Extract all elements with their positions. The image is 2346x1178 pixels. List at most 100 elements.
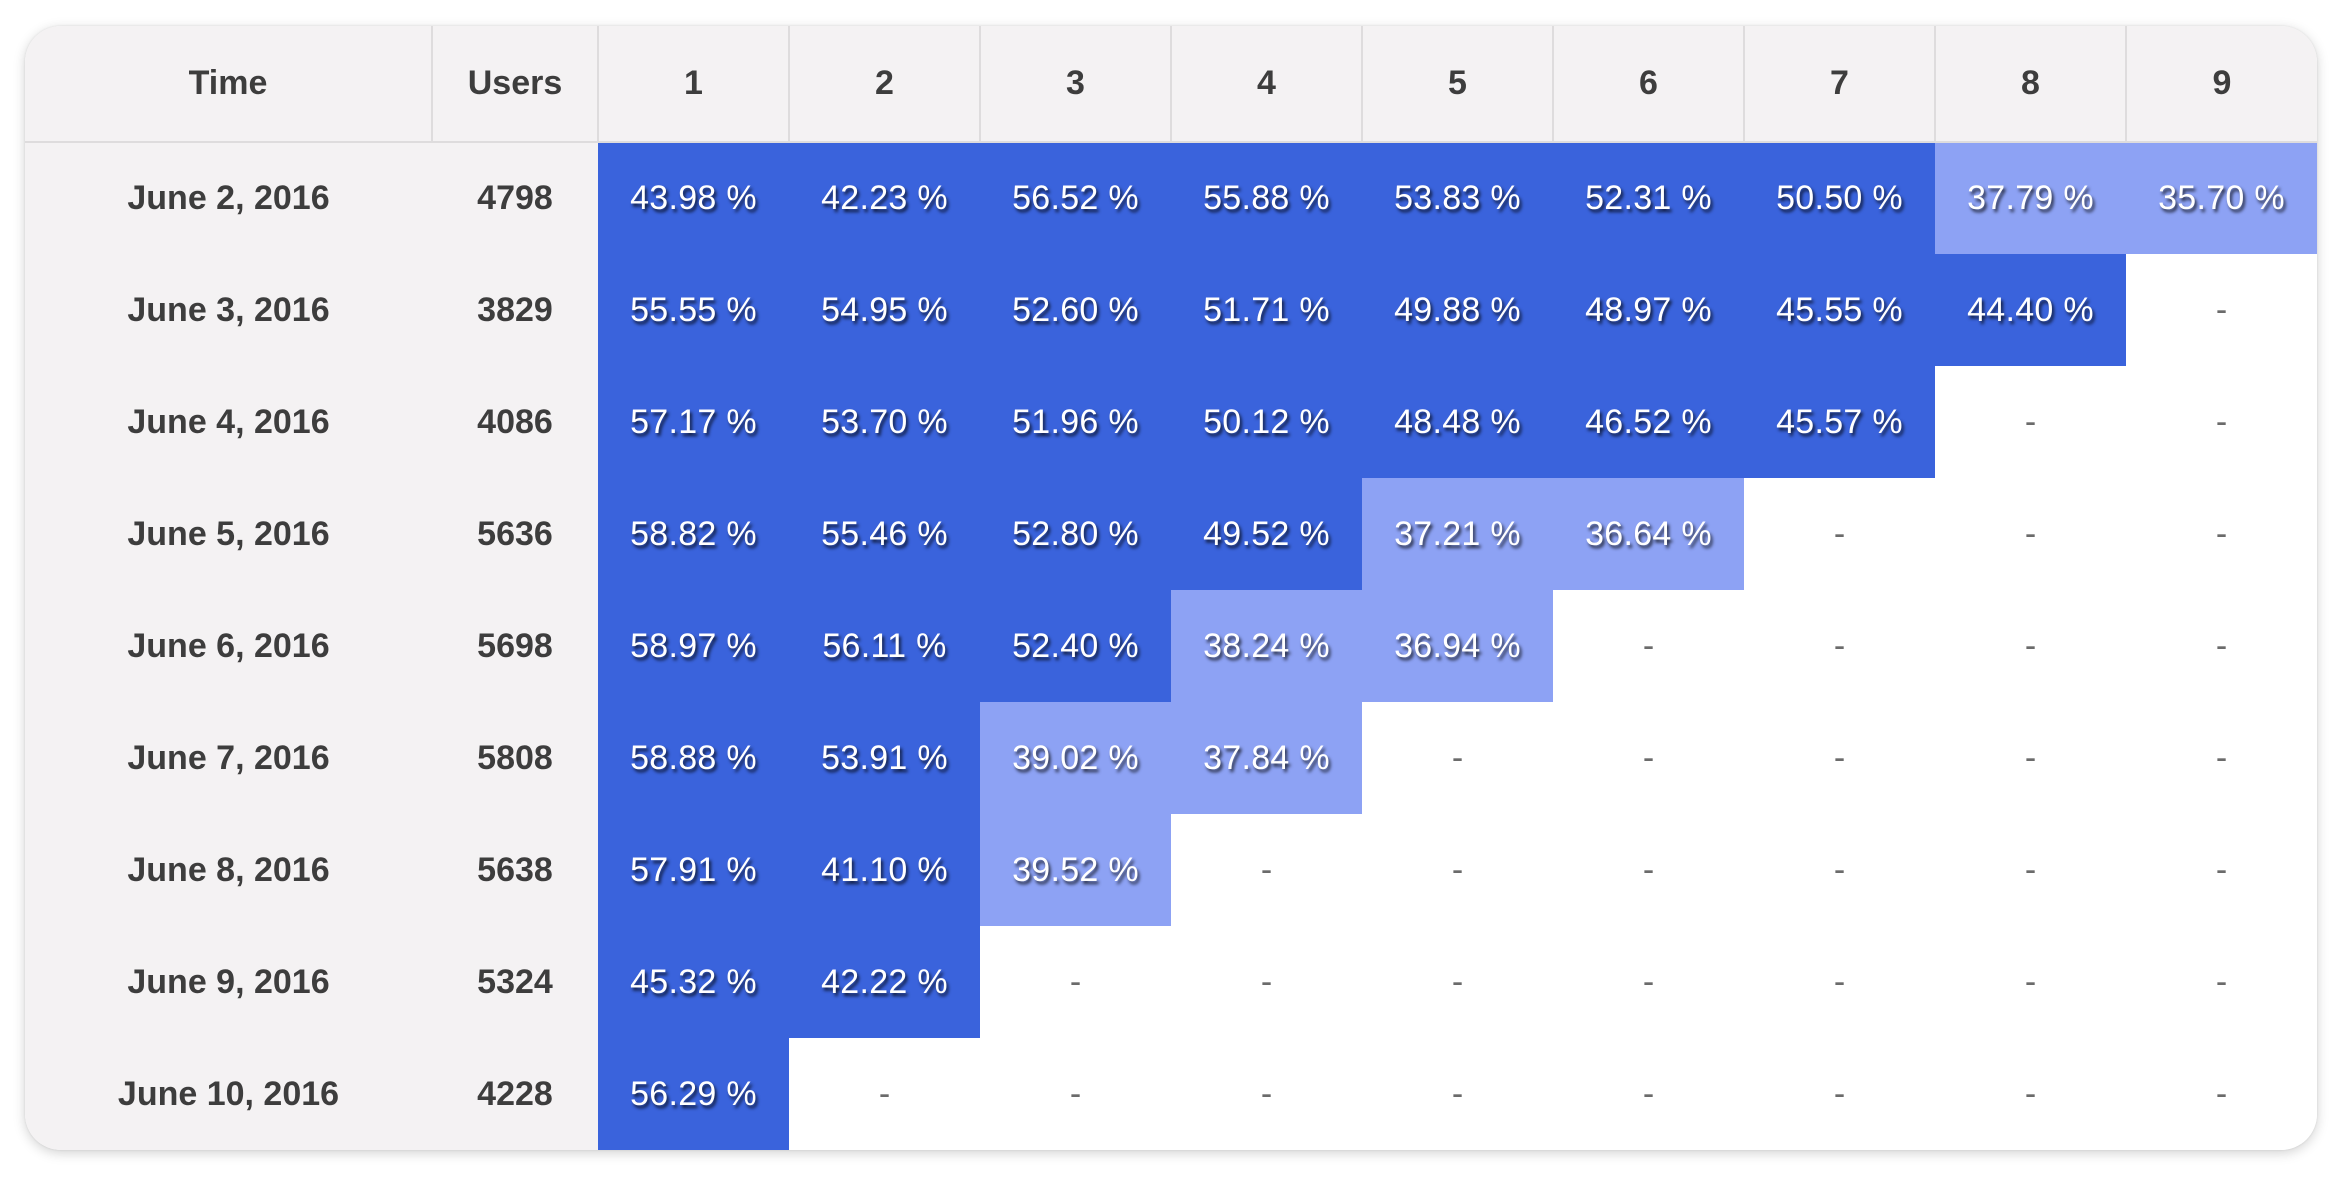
cohort-date-cell: June 6, 2016 [25,590,432,702]
cohort-users-cell: 5638 [432,814,598,926]
retention-value-cell: 53.91 % [789,702,980,814]
retention-value-cell: 43.98 % [598,142,789,254]
column-header-users[interactable]: Users [432,26,599,143]
cohort-users-cell: 5636 [432,478,598,590]
cohort-users-cell: 3829 [432,254,598,366]
retention-value-cell: 53.70 % [789,366,980,478]
retention-value-cell: 45.32 % [598,926,789,1038]
cohort-users-cell: 5808 [432,702,598,814]
retention-value-cell: 48.97 % [1553,254,1744,366]
column-header-period[interactable]: 4 [1171,26,1363,143]
column-header-period[interactable]: 7 [1744,26,1936,143]
header-row: Time Users 1 2 3 4 5 6 7 8 9 [25,26,2317,143]
cohort-date-cell: June 10, 2016 [25,1038,432,1150]
retention-value-cell: 36.64 % [1553,478,1744,590]
retention-value-cell: 52.60 % [980,254,1171,366]
empty-cell: - [1362,926,1553,1038]
retention-value-cell: 57.17 % [598,366,789,478]
empty-cell: - [1935,926,2126,1038]
retention-value-cell: 55.55 % [598,254,789,366]
column-header-period[interactable]: 2 [789,26,981,143]
table-row: June 6, 2016 5698 58.97 % 56.11 % 52.40 % 38.… [25,590,2317,702]
retention-value-cell: 56.29 % [598,1038,789,1150]
table-row: June 4, 2016 4086 57.17 % 53.70 % 51.96 % 50.… [25,366,2317,478]
empty-cell: - [2126,366,2317,478]
column-header-period[interactable]: 6 [1553,26,1745,143]
empty-cell: - [1553,590,1744,702]
retention-value-cell: 52.80 % [980,478,1171,590]
cohort-users-cell: 4798 [432,142,598,254]
column-header-time[interactable]: Time [25,26,433,143]
retention-value-cell: 36.94 % [1362,590,1553,702]
retention-value-cell: 56.52 % [980,142,1171,254]
retention-value-cell: 48.48 % [1362,366,1553,478]
empty-cell: - [2126,926,2317,1038]
column-header-period[interactable]: 5 [1362,26,1554,143]
cohort-users-cell: 4086 [432,366,598,478]
empty-cell: - [1171,814,1362,926]
retention-value-cell: 57.91 % [598,814,789,926]
empty-cell: - [789,1038,980,1150]
retention-value-cell: 37.84 % [1171,702,1362,814]
retention-value-cell: 54.95 % [789,254,980,366]
table-row: June 8, 2016 5638 57.91 % 41.10 % 39.52 % - - -… [25,814,2317,926]
retention-value-cell: 46.52 % [1553,366,1744,478]
empty-cell: - [1744,702,1935,814]
empty-cell: - [1935,590,2126,702]
column-header-period[interactable]: 9 [2126,26,2317,143]
cohort-date-cell: June 8, 2016 [25,814,432,926]
cohort-users-cell: 5698 [432,590,598,702]
cohort-date-cell: June 5, 2016 [25,478,432,590]
column-header-period[interactable]: 1 [598,26,790,143]
retention-value-cell: 49.52 % [1171,478,1362,590]
retention-value-cell: 50.50 % [1744,142,1935,254]
empty-cell: - [1553,1038,1744,1150]
table-row: June 5, 2016 5636 58.82 % 55.46 % 52.80 % 49.… [25,478,2317,590]
cohort-date-cell: June 7, 2016 [25,702,432,814]
retention-value-cell: 44.40 % [1935,254,2126,366]
empty-cell: - [1362,814,1553,926]
empty-cell: - [1553,926,1744,1038]
empty-cell: - [2126,1038,2317,1150]
empty-cell: - [1171,926,1362,1038]
column-header-period[interactable]: 8 [1935,26,2127,143]
empty-cell: - [980,1038,1171,1150]
empty-cell: - [1171,1038,1362,1150]
empty-cell: - [1935,1038,2126,1150]
table-row: June 3, 2016 3829 55.55 % 54.95 % 52.60 % 51.… [25,254,2317,366]
retention-value-cell: 51.96 % [980,366,1171,478]
cohort-retention-table: Time Users 1 2 3 4 5 6 7 8 9 June 2, 201… [25,26,2317,1150]
cohort-users-cell: 4228 [432,1038,598,1150]
empty-cell: - [2126,590,2317,702]
empty-cell: - [1553,702,1744,814]
cohort-users-cell: 5324 [432,926,598,1038]
retention-value-cell: 55.46 % [789,478,980,590]
retention-value-cell: 35.70 % [2126,142,2317,254]
retention-value-cell: 53.83 % [1362,142,1553,254]
empty-cell: - [1744,478,1935,590]
empty-cell: - [1362,702,1553,814]
retention-value-cell: 49.88 % [1362,254,1553,366]
retention-value-cell: 41.10 % [789,814,980,926]
retention-value-cell: 58.88 % [598,702,789,814]
retention-value-cell: 37.21 % [1362,478,1553,590]
cohort-table-card: Time Users 1 2 3 4 5 6 7 8 9 June 2, 201… [25,26,2317,1150]
empty-cell: - [1744,926,1935,1038]
empty-cell: - [2126,254,2317,366]
retention-value-cell: 52.40 % [980,590,1171,702]
retention-value-cell: 42.23 % [789,142,980,254]
retention-value-cell: 45.55 % [1744,254,1935,366]
column-header-period[interactable]: 3 [980,26,1172,143]
table-row: June 7, 2016 5808 58.88 % 53.91 % 39.02 % 37.… [25,702,2317,814]
cohort-date-cell: June 9, 2016 [25,926,432,1038]
empty-cell: - [1744,814,1935,926]
retention-value-cell: 39.52 % [980,814,1171,926]
cohort-date-cell: June 3, 2016 [25,254,432,366]
empty-cell: - [1744,590,1935,702]
empty-cell: - [1553,814,1744,926]
empty-cell: - [1935,366,2126,478]
retention-value-cell: 56.11 % [789,590,980,702]
table-row: June 2, 2016 4798 43.98 % 42.23 % 56.52 % 55.… [25,142,2317,254]
cohort-date-cell: June 2, 2016 [25,142,432,254]
retention-value-cell: 58.82 % [598,478,789,590]
